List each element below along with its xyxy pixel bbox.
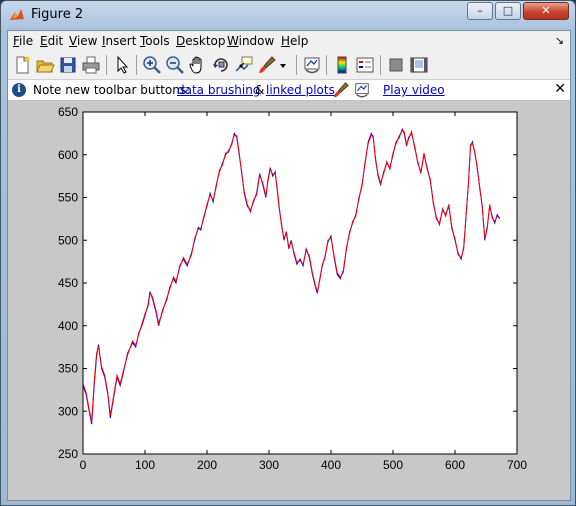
print-icon[interactable] — [81, 55, 101, 75]
dock-figure-icon[interactable]: ↘ — [554, 34, 564, 47]
play-video-link[interactable]: Play video — [383, 83, 445, 97]
x-tick-label: 400 — [321, 458, 341, 472]
menu-window-label: indow — [238, 34, 275, 48]
y-tick-label: 350 — [58, 362, 78, 376]
toolbar-separator — [296, 55, 297, 75]
menu-tools-label: ools — [145, 34, 170, 48]
menu-insert[interactable]: Insert — [102, 34, 136, 48]
data-cursor-icon[interactable] — [234, 55, 254, 75]
info-bar: i Note new toolbar buttons: data brushin… — [8, 80, 570, 101]
toolbar-separator — [106, 55, 107, 75]
legend-icon[interactable] — [355, 55, 375, 75]
toolbar-separator — [136, 55, 137, 75]
close-button[interactable]: ✕ — [523, 2, 569, 20]
menu-edit-accel: E — [40, 34, 48, 48]
axes-background — [83, 112, 517, 454]
x-tick-label: 500 — [383, 458, 403, 472]
line-chart[interactable]: 0 100 200 300 400 500 600 700 250 300 350 400 450 500… — [8, 101, 570, 501]
menu-tools[interactable]: Tools — [140, 34, 170, 48]
link-plot-icon — [355, 83, 369, 98]
menu-help-label: elp — [290, 34, 309, 48]
menu-file-accel: F — [13, 34, 20, 48]
menu-view-accel: V — [69, 34, 77, 48]
toolbar-separator — [380, 55, 381, 75]
y-tick-label: 600 — [58, 148, 78, 162]
menu-edit[interactable]: Edit — [40, 34, 63, 48]
toolbar-separator — [326, 55, 327, 75]
figure-toolbar — [8, 51, 570, 80]
y-tick-label: 400 — [58, 319, 78, 333]
info-ampersand: & — [255, 83, 265, 97]
window-title: Figure 2 — [31, 7, 84, 22]
info-close-icon[interactable]: ✕ — [554, 81, 566, 97]
linked-plots-link[interactable]: linked plots — [266, 83, 335, 97]
save-icon[interactable] — [58, 55, 78, 75]
menu-desktop[interactable]: Desktop — [176, 34, 226, 48]
maximize-button[interactable]: □ — [495, 2, 521, 20]
edit-plot-arrow-icon[interactable] — [112, 55, 132, 75]
menu-file-label: ile — [19, 34, 34, 48]
menu-help[interactable]: Help — [281, 34, 308, 48]
menu-help-accel: H — [281, 34, 291, 48]
colorbar-icon[interactable] — [332, 55, 352, 75]
menu-insert-accel: I — [102, 34, 106, 48]
y-tick-label: 300 — [58, 404, 78, 418]
x-tick-label: 100 — [135, 458, 155, 472]
x-tick-label: 0 — [80, 458, 87, 472]
matlab-app-icon — [10, 9, 24, 20]
new-figure-icon[interactable] — [12, 55, 32, 75]
menu-bar: File Edit View Insert Tools Desktop Wind… — [8, 31, 570, 51]
y-tick-label: 450 — [58, 276, 78, 290]
rotate-3d-icon[interactable] — [211, 55, 231, 75]
x-tick-label: 700 — [507, 458, 527, 472]
figure-client-area: File Edit View Insert Tools Desktop Wind… — [7, 30, 571, 501]
brush-dropdown-icon[interactable] — [278, 55, 288, 75]
zoom-in-icon[interactable] — [142, 55, 162, 75]
y-tick-label: 550 — [58, 191, 78, 205]
menu-tools-accel: T — [140, 34, 146, 48]
data-brushing-link[interactable]: data brushing — [177, 83, 261, 97]
minimize-button[interactable]: – — [467, 2, 493, 20]
brush-icon[interactable] — [257, 55, 277, 75]
pan-hand-icon[interactable] — [188, 55, 208, 75]
show-plot-tools-icon[interactable] — [409, 55, 429, 75]
x-tick-label: 300 — [259, 458, 279, 472]
info-icon: i — [12, 83, 26, 97]
open-file-icon[interactable] — [35, 55, 55, 75]
menu-window[interactable]: Window — [227, 34, 274, 48]
menu-insert-label: nsert — [105, 34, 137, 48]
series-line-1 — [82, 129, 500, 422]
info-text: Note new toolbar buttons: — [33, 83, 191, 97]
y-tick-label: 250 — [58, 447, 78, 461]
menu-view-label: iew — [76, 34, 98, 48]
x-tick-label: 200 — [197, 458, 217, 472]
zoom-out-icon[interactable] — [165, 55, 185, 75]
menu-desktop-accel: D — [176, 34, 186, 48]
brush-icon — [333, 82, 349, 98]
x-tick-label: 600 — [445, 458, 465, 472]
menu-desktop-label: esktop — [185, 34, 226, 48]
title-bar[interactable]: Figure 2 – □ ✕ — [1, 1, 575, 29]
link-plot-icon[interactable] — [302, 55, 322, 75]
menu-file[interactable]: File — [13, 34, 33, 48]
y-tick-label: 650 — [58, 105, 78, 119]
menu-view[interactable]: View — [69, 34, 97, 48]
menu-window-accel: W — [227, 34, 239, 48]
plot-area: 0 100 200 300 400 500 600 700 250 300 350 400 450 500… — [8, 101, 570, 501]
menu-edit-label: dit — [47, 34, 64, 48]
hide-plot-tools-icon[interactable] — [386, 55, 406, 75]
y-tick-label: 500 — [58, 233, 78, 247]
